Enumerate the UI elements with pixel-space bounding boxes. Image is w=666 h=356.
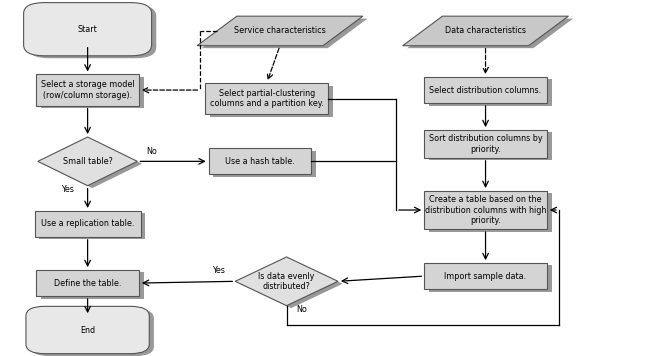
Text: Use a hash table.: Use a hash table. <box>225 157 295 166</box>
Text: Start: Start <box>78 25 97 34</box>
Text: End: End <box>80 325 95 335</box>
FancyBboxPatch shape <box>28 5 157 58</box>
Polygon shape <box>38 137 137 186</box>
FancyBboxPatch shape <box>23 2 152 56</box>
Text: Is data evenly
distributed?: Is data evenly distributed? <box>258 272 315 291</box>
Text: Small table?: Small table? <box>63 157 113 166</box>
Bar <box>39 213 145 240</box>
FancyBboxPatch shape <box>26 307 149 354</box>
Polygon shape <box>408 19 573 48</box>
Bar <box>429 266 551 292</box>
Bar <box>36 74 139 106</box>
Polygon shape <box>197 16 363 46</box>
Text: Data characteristics: Data characteristics <box>445 26 526 36</box>
Bar <box>213 151 316 177</box>
Text: Create a table based on the
distribution columns with high
priority.: Create a table based on the distribution… <box>425 195 546 225</box>
Text: No: No <box>147 147 157 156</box>
Bar <box>429 193 551 232</box>
Polygon shape <box>235 257 338 306</box>
Text: Define the table.: Define the table. <box>54 278 121 288</box>
Bar <box>36 270 139 296</box>
Bar <box>424 263 547 289</box>
Bar <box>41 272 144 299</box>
Text: No: No <box>296 305 308 314</box>
Bar <box>429 79 551 105</box>
Text: Select distribution columns.: Select distribution columns. <box>430 85 541 95</box>
Text: Service characteristics: Service characteristics <box>234 26 326 36</box>
Bar <box>424 191 547 229</box>
Bar <box>424 130 547 158</box>
Bar <box>429 132 551 160</box>
FancyBboxPatch shape <box>31 309 154 356</box>
Text: Yes: Yes <box>212 266 225 274</box>
Bar <box>210 85 333 117</box>
Polygon shape <box>403 16 569 46</box>
Text: Use a replication table.: Use a replication table. <box>41 219 135 229</box>
Text: Import sample data.: Import sample data. <box>444 272 527 281</box>
Polygon shape <box>202 19 368 48</box>
Polygon shape <box>43 140 142 188</box>
Polygon shape <box>240 260 342 308</box>
Text: Sort distribution columns by
priority.: Sort distribution columns by priority. <box>429 134 542 154</box>
Bar <box>41 77 144 108</box>
Bar <box>205 83 328 114</box>
Text: Yes: Yes <box>61 185 74 194</box>
Bar <box>35 211 141 237</box>
Bar <box>208 148 312 174</box>
Text: Select partial-clustering
columns and a partition key.: Select partial-clustering columns and a … <box>210 89 324 109</box>
Bar <box>424 77 547 103</box>
Text: Select a storage model
(row/column storage).: Select a storage model (row/column stora… <box>41 80 135 100</box>
